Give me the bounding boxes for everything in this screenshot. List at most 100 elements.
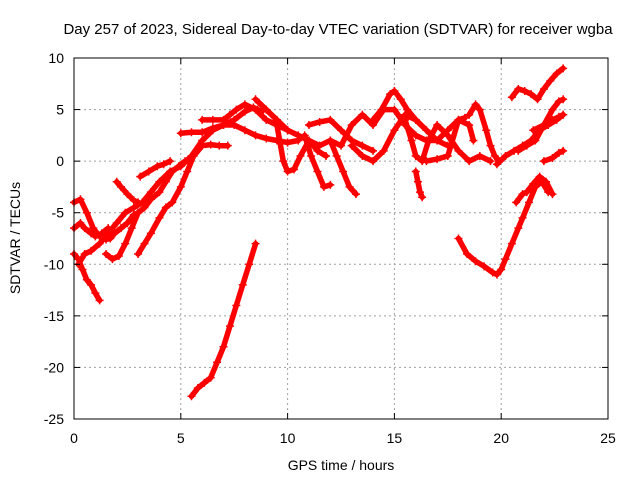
data-point: [121, 208, 130, 217]
x-tick-label: 10: [280, 430, 296, 446]
data-point: [424, 136, 433, 145]
data-point: [78, 265, 87, 274]
data-point: [486, 157, 495, 166]
data-point: [123, 219, 132, 228]
series-arc29: [529, 110, 568, 135]
data-point: [238, 280, 247, 289]
data-point: [290, 165, 299, 174]
series-arc7: [112, 177, 143, 207]
data-point: [123, 190, 132, 199]
data-point: [518, 213, 527, 222]
data-point: [262, 134, 271, 143]
data-point: [240, 107, 249, 116]
data-point: [347, 121, 356, 130]
data-point: [539, 121, 548, 130]
data-point: [514, 224, 523, 233]
data-point: [304, 121, 313, 130]
data-point: [529, 179, 538, 188]
series-trace: [199, 101, 291, 133]
data-point: [187, 128, 196, 137]
data-point: [108, 255, 117, 264]
data-point: [443, 151, 452, 160]
data-point: [198, 141, 207, 150]
data-point: [552, 69, 561, 78]
data-point: [548, 154, 557, 163]
series-arc16: [304, 115, 378, 155]
data-point: [486, 141, 495, 150]
data-point: [548, 105, 557, 114]
data-point: [161, 203, 170, 212]
data-point: [225, 322, 234, 331]
data-point: [313, 146, 322, 155]
data-point: [559, 95, 568, 104]
data-point: [153, 162, 162, 171]
data-point: [529, 126, 538, 135]
data-point: [87, 229, 96, 238]
data-point: [104, 229, 113, 238]
data-point: [82, 275, 91, 284]
y-tick-label: -20: [44, 359, 64, 375]
data-point: [187, 392, 196, 401]
data-point: [358, 110, 367, 119]
x-tick-label: 25: [600, 430, 616, 446]
y-tick-label: -15: [44, 308, 64, 324]
series-arc1: [70, 195, 143, 244]
data-point: [200, 378, 209, 387]
data-point: [358, 141, 367, 150]
series-arc25: [512, 172, 557, 207]
data-point: [463, 249, 472, 258]
data-point: [279, 157, 288, 166]
y-tick-label: 10: [48, 50, 64, 66]
series-arc3: [70, 249, 104, 305]
data-point: [369, 157, 378, 166]
series-arc15: [326, 136, 360, 199]
data-point: [407, 136, 416, 145]
data-point: [262, 105, 271, 114]
data-point: [198, 128, 207, 137]
series-arc5: [102, 157, 190, 264]
data-point: [501, 255, 510, 264]
data-point: [522, 188, 531, 197]
data-point: [140, 239, 149, 248]
data-point: [80, 224, 89, 233]
series-arc24: [454, 177, 553, 279]
data-point: [559, 110, 568, 119]
data-point: [548, 115, 557, 124]
data-point: [198, 115, 207, 124]
data-point: [497, 265, 506, 274]
series-arc20: [411, 167, 427, 202]
data-point: [454, 146, 463, 155]
series-arc10: [198, 100, 292, 135]
series-arc22: [433, 115, 478, 145]
data-point: [527, 90, 536, 99]
data-point: [168, 198, 177, 207]
y-tick-label: -25: [44, 411, 64, 427]
data-traces: [70, 64, 568, 401]
data-point: [140, 203, 149, 212]
data-point: [127, 224, 136, 233]
data-point: [313, 167, 322, 176]
data-point: [283, 138, 292, 147]
data-point: [161, 177, 170, 186]
data-point: [80, 249, 89, 258]
data-point: [433, 121, 442, 130]
data-point: [559, 64, 568, 73]
data-point: [208, 115, 217, 124]
data-point: [535, 172, 544, 181]
data-point: [106, 234, 115, 243]
data-point: [134, 249, 143, 258]
series-arc13: [272, 121, 331, 176]
data-point: [296, 151, 305, 160]
data-point: [465, 121, 474, 130]
data-point: [520, 87, 529, 96]
data-point: [471, 257, 480, 266]
data-point: [159, 160, 168, 169]
data-point: [379, 146, 388, 155]
data-point: [206, 373, 215, 382]
data-point: [507, 93, 516, 102]
data-point: [168, 167, 177, 176]
data-point: [454, 234, 463, 243]
data-point: [548, 190, 557, 199]
series-trace: [370, 88, 419, 123]
data-point: [469, 136, 478, 145]
